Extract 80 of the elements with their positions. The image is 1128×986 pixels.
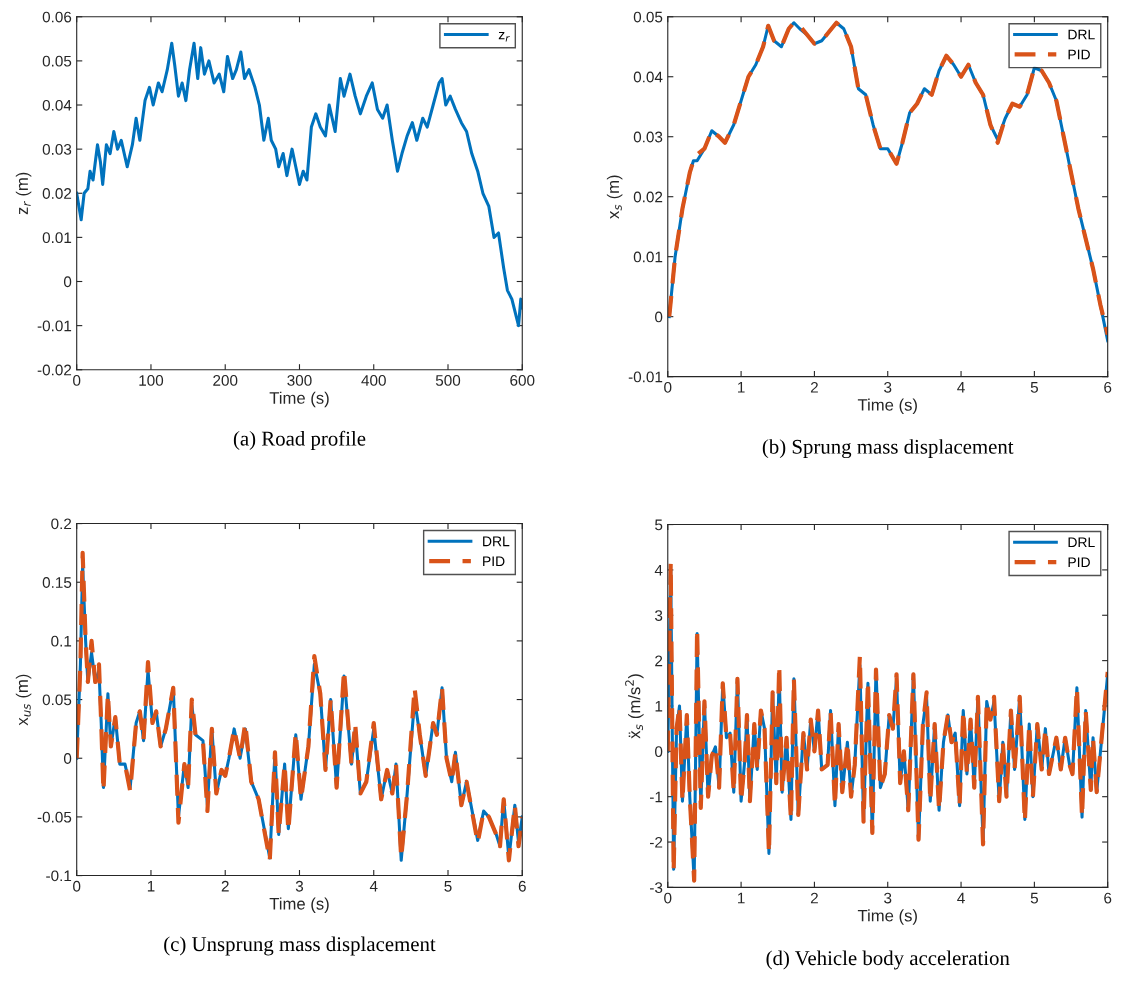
y-axis-title: z$_{r}$ (m) — [15, 172, 32, 215]
x-tick-label: 6 — [518, 880, 526, 892]
x-tick-label: 1 — [738, 382, 745, 393]
y-tick-label: 1 — [655, 701, 663, 712]
legend-label: z$_{r}$ — [498, 31, 510, 42]
y-tick-label: 5 — [655, 519, 663, 531]
x-tick-label: 5 — [444, 880, 452, 892]
x-tick-label: 400 — [361, 375, 386, 386]
line-series — [76, 41, 523, 328]
x-tick-label: 4 — [957, 382, 965, 393]
y-tick-label: 0.01 — [633, 251, 663, 263]
y-tick-label: 0 — [63, 753, 72, 764]
x-axis-title: Time (s) — [269, 897, 329, 913]
y-tick-label: 0.04 — [42, 99, 72, 111]
x-axis-title: Time (s) — [857, 909, 917, 925]
y-axis-title: x$_{s}$ (m) — [606, 175, 623, 219]
x-tick-label: 2 — [810, 381, 818, 393]
x-tick-label: 600 — [510, 375, 535, 386]
legend-label: DRL — [1068, 29, 1095, 40]
y-tick-label: 0.05 — [633, 11, 663, 23]
text: (b) Sprung mass displacement — [762, 439, 1014, 459]
x-tick-label: 4 — [369, 880, 378, 892]
y-tick-label: 0 — [655, 311, 663, 323]
y-tick-label: 0.2 — [51, 518, 72, 530]
legend-label: DRL — [1068, 537, 1095, 548]
x-tick-label: 500 — [435, 375, 461, 386]
x-tick-label: 3 — [884, 892, 892, 904]
y-tick-label: 0.02 — [42, 188, 72, 199]
x-tick-label: 3 — [884, 381, 892, 393]
legend-label: DRL — [483, 536, 510, 547]
y-tick-label: 0.15 — [42, 577, 72, 588]
y-tick-label: 3 — [655, 610, 663, 621]
y-tick-label: 0.06 — [42, 11, 72, 23]
x-tick-label: 1 — [738, 892, 745, 904]
x-tick-label: 0 — [664, 381, 672, 393]
y-axis-title: ẍ$_{s}$ (m/s$^{2}$) — [625, 674, 644, 739]
x-tick-label: 4 — [957, 892, 965, 904]
text: (c) Unsprung mass displacement — [164, 936, 436, 956]
y-tick-label: 0.03 — [42, 144, 72, 155]
y-tick-label: 0.05 — [42, 694, 72, 706]
y-tick-label: -2 — [650, 836, 663, 848]
x-axis-title: Time (s) — [269, 391, 329, 408]
y-tick-label: -0.05 — [37, 811, 72, 823]
y-tick-label: 2 — [655, 655, 663, 667]
x-tick-label: 0 — [664, 892, 672, 904]
x-tick-label: 6 — [1104, 381, 1112, 393]
y-tick-label: -1 — [650, 791, 663, 803]
y-tick-label: 0.01 — [42, 232, 72, 244]
y-tick-label: 0.04 — [633, 71, 663, 83]
x-tick-label: 300 — [287, 375, 312, 386]
legend-label: PID — [483, 556, 505, 567]
y-tick-label: -0.01 — [628, 371, 663, 383]
x-tick-label: 200 — [213, 375, 238, 386]
y-tick-label: 4 — [654, 564, 663, 576]
text: (a) Road profile — [233, 430, 366, 450]
x-tick-label: 2 — [221, 880, 229, 892]
x-tick-label: 2 — [810, 892, 818, 904]
x-tick-label: 1 — [147, 880, 155, 892]
x-tick-label: 0 — [73, 375, 81, 386]
legend-label: PID — [1068, 557, 1090, 568]
x-tick-label: 0 — [73, 880, 81, 892]
y-tick-label: -0.1 — [46, 870, 72, 882]
y-tick-label: -0.01 — [37, 320, 72, 332]
x-tick-label: 5 — [1030, 382, 1038, 393]
x-axis-title: Time (s) — [857, 398, 917, 415]
y-tick-label: -0.02 — [37, 364, 72, 376]
y-tick-label: -3 — [650, 882, 663, 894]
y-tick-label: 0.03 — [633, 131, 663, 143]
x-tick-label: 100 — [139, 375, 164, 386]
legend-label: PID — [1068, 49, 1090, 60]
x-tick-label: 6 — [1104, 892, 1112, 904]
x-tick-label: 3 — [295, 880, 304, 892]
x-tick-label: 5 — [1030, 892, 1038, 904]
y-axis-title: x$_{us}$ (m) — [15, 674, 32, 726]
text: (d) Vehicle body acceleration — [766, 950, 1010, 970]
y-tick-label: 0.02 — [633, 191, 663, 203]
y-tick-label: 0 — [655, 746, 663, 758]
y-tick-label: 0 — [63, 276, 72, 288]
y-tick-label: 0.1 — [51, 635, 72, 647]
y-tick-label: 0.05 — [42, 55, 72, 67]
